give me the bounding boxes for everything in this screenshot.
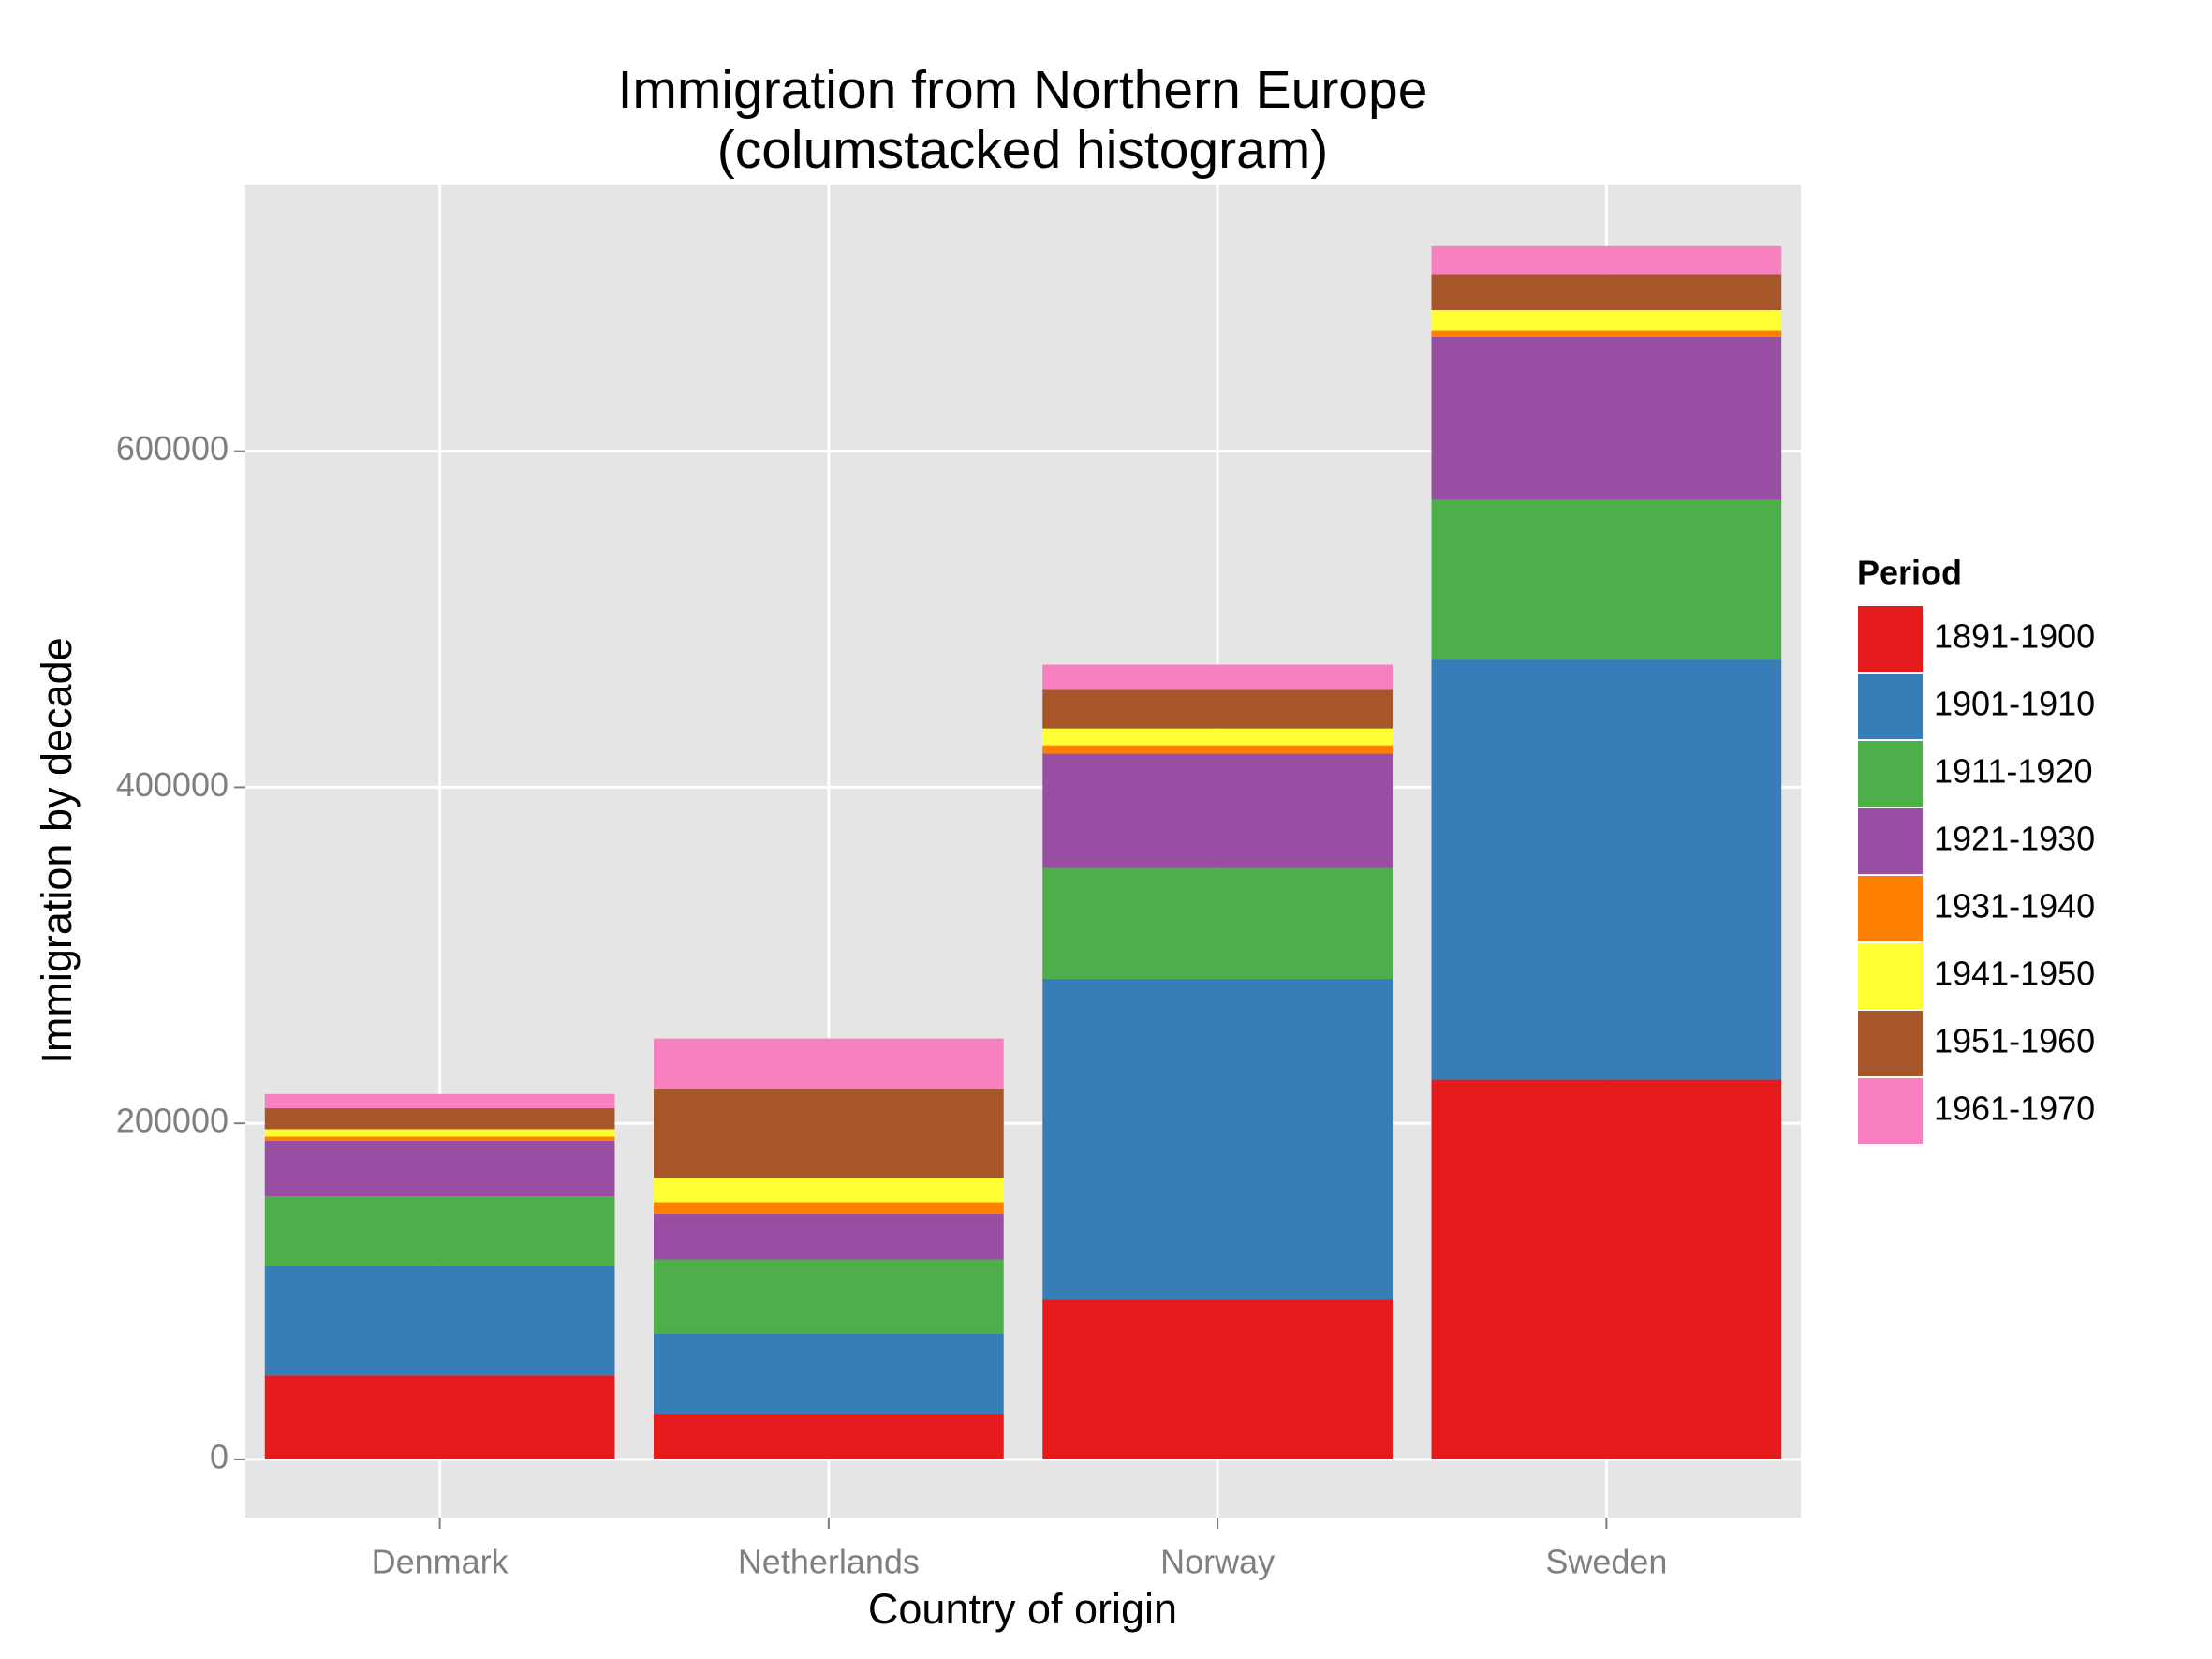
y-tick-label: 400000	[116, 765, 229, 804]
bar-segment	[1042, 753, 1393, 868]
bar-segment	[1042, 728, 1393, 746]
legend-label: 1941-1950	[1934, 955, 2095, 993]
legend-swatch	[1856, 1076, 1924, 1146]
bar-segment	[654, 1259, 1004, 1334]
legend-swatch	[1856, 604, 1924, 674]
bar-segment	[654, 1214, 1004, 1260]
bars	[264, 245, 1782, 1459]
legend-label: 1931-1940	[1934, 887, 2095, 926]
legend-swatch	[1856, 739, 1924, 808]
bar-segment	[264, 1196, 615, 1266]
bar-segment	[654, 1333, 1004, 1415]
bar-segment	[264, 1141, 615, 1197]
bar-segment	[654, 1038, 1004, 1089]
y-tick-label: 600000	[116, 429, 229, 467]
bar-segment	[1042, 978, 1393, 1300]
bar-segment	[1431, 245, 1782, 275]
y-tick-label: 0	[210, 1437, 229, 1475]
legend-swatch	[1856, 941, 1924, 1011]
legend-label: 1961-1970	[1934, 1089, 2095, 1128]
legend-label: 1911-1920	[1934, 752, 2093, 791]
bar-segment	[264, 1375, 615, 1459]
bar-segment	[654, 1178, 1004, 1203]
bar-segment	[264, 1136, 615, 1142]
x-axis-title: Country of origin	[868, 1585, 1177, 1633]
x-tick-label: Denmark	[372, 1543, 509, 1581]
legend-swatch	[1856, 807, 1924, 876]
bar-segment	[654, 1414, 1004, 1459]
legend-label: 1951-1960	[1934, 1022, 2095, 1060]
bar-segment	[1042, 664, 1393, 690]
legend-swatch	[1856, 1009, 1924, 1078]
legend-label: 1921-1930	[1934, 820, 2095, 858]
legend-swatch	[1856, 672, 1924, 741]
bar-segment	[654, 1089, 1004, 1178]
legend-swatch	[1856, 874, 1924, 943]
legend-title: Period	[1857, 554, 1962, 592]
bar-segment	[1042, 745, 1393, 754]
legend-label: 1891-1900	[1934, 617, 2095, 656]
legend: 1891-1900 1901-1910 1911-1920 1921-1930 1931…	[1856, 604, 2095, 1146]
bar-segment	[1431, 336, 1782, 500]
bar-segment	[654, 1202, 1004, 1215]
chart-title: (columstacked histogram)	[717, 120, 1329, 180]
bar-segment	[264, 1093, 615, 1109]
bar-segment	[264, 1108, 615, 1130]
bar-segment	[1431, 330, 1782, 337]
bar-segment	[1431, 309, 1782, 331]
x-tick-label: Netherlands	[738, 1543, 920, 1581]
legend-label: 1901-1910	[1934, 685, 2095, 723]
x-tick-label: Sweden	[1545, 1543, 1667, 1581]
bar-segment	[1042, 867, 1393, 979]
bar-segment	[1042, 689, 1393, 729]
x-tick-label: Norway	[1160, 1543, 1275, 1581]
bar-segment	[1431, 499, 1782, 660]
bar-segment	[264, 1266, 615, 1376]
bar-segment	[1431, 1079, 1782, 1459]
y-axis-title: Immigration by decade	[33, 637, 81, 1063]
y-tick-label: 200000	[116, 1102, 229, 1140]
bar-segment	[1431, 274, 1782, 310]
bar-segment	[1042, 1299, 1393, 1459]
chart-title: Immigration from Northern Europe	[618, 60, 1428, 120]
bar-segment	[1431, 659, 1782, 1080]
bar-segment	[264, 1129, 615, 1137]
